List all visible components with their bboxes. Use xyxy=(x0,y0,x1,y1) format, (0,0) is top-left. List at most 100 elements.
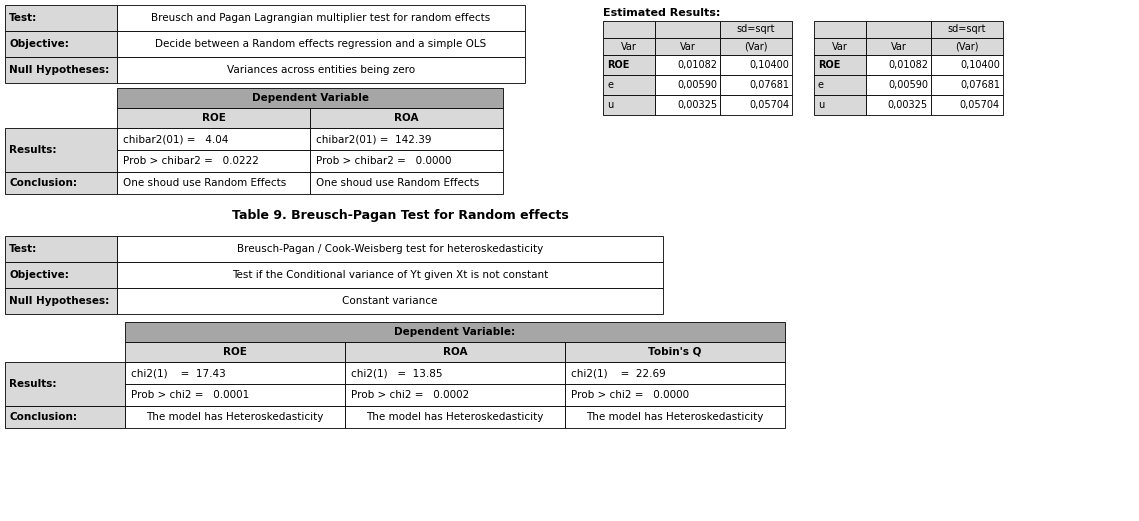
Bar xyxy=(345,406,565,428)
Text: 0,05704: 0,05704 xyxy=(748,100,789,110)
Bar xyxy=(5,57,117,83)
Bar xyxy=(603,38,655,55)
Text: One shoud use Random Effects: One shoud use Random Effects xyxy=(123,178,286,188)
Text: Prob > chi2 =   0.0001: Prob > chi2 = 0.0001 xyxy=(131,390,249,400)
Bar xyxy=(310,128,503,150)
Text: 0,00590: 0,00590 xyxy=(677,80,716,90)
Bar xyxy=(345,384,565,406)
Bar xyxy=(931,95,1003,115)
Bar xyxy=(603,55,655,75)
Text: u: u xyxy=(607,100,613,110)
Bar xyxy=(117,88,503,108)
Text: 0,00590: 0,00590 xyxy=(888,80,928,90)
Text: Null Hypotheses:: Null Hypotheses: xyxy=(9,65,109,75)
Text: Dependent Variable: Dependent Variable xyxy=(252,93,369,103)
Text: chibar2(01) =   4.04: chibar2(01) = 4.04 xyxy=(123,134,229,144)
Bar xyxy=(5,262,117,288)
Bar xyxy=(125,342,345,362)
Bar xyxy=(125,384,345,406)
Bar xyxy=(720,21,792,38)
Bar xyxy=(310,108,503,128)
Text: 0,07681: 0,07681 xyxy=(960,80,1000,90)
Bar xyxy=(117,262,663,288)
Bar xyxy=(814,75,866,95)
Text: (Var): (Var) xyxy=(956,42,978,52)
Text: 0,01082: 0,01082 xyxy=(888,60,928,70)
Text: Var: Var xyxy=(833,42,847,52)
Bar xyxy=(814,21,866,38)
Bar xyxy=(5,5,117,31)
Text: The model has Heteroskedasticity: The model has Heteroskedasticity xyxy=(367,412,543,422)
Bar xyxy=(5,172,117,194)
Bar xyxy=(117,108,310,128)
Text: Conclusion:: Conclusion: xyxy=(9,412,77,422)
Bar xyxy=(603,21,655,38)
Bar xyxy=(720,95,792,115)
Text: Objective:: Objective: xyxy=(9,39,68,49)
Text: Breusch-Pagan / Cook-Weisberg test for heteroskedasticity: Breusch-Pagan / Cook-Weisberg test for h… xyxy=(237,244,543,254)
Bar xyxy=(125,322,785,342)
Text: (Var): (Var) xyxy=(744,42,768,52)
Text: 0,10400: 0,10400 xyxy=(960,60,1000,70)
Bar xyxy=(117,5,525,31)
Bar xyxy=(931,21,1003,38)
Bar xyxy=(931,55,1003,75)
Text: 0,00325: 0,00325 xyxy=(677,100,716,110)
Text: Decide between a Random effects regression and a simple OLS: Decide between a Random effects regressi… xyxy=(155,39,486,49)
Text: chi2(1)    =  17.43: chi2(1) = 17.43 xyxy=(131,368,226,378)
Bar xyxy=(931,38,1003,55)
Bar xyxy=(117,150,310,172)
Text: Prob > chi2 =   0.0002: Prob > chi2 = 0.0002 xyxy=(351,390,469,400)
Text: Test if the Conditional variance of Yt given Xt is not constant: Test if the Conditional variance of Yt g… xyxy=(232,270,548,280)
Text: The model has Heteroskedasticity: The model has Heteroskedasticity xyxy=(587,412,763,422)
Text: chi2(1)   =  13.85: chi2(1) = 13.85 xyxy=(351,368,442,378)
Bar xyxy=(814,38,866,55)
Text: One shoud use Random Effects: One shoud use Random Effects xyxy=(316,178,480,188)
Text: sd=sqrt: sd=sqrt xyxy=(948,24,986,34)
Bar xyxy=(117,236,663,262)
Text: sd=sqrt: sd=sqrt xyxy=(737,24,776,34)
Text: Objective:: Objective: xyxy=(9,270,68,280)
Text: ROA: ROA xyxy=(443,347,467,357)
Text: Test:: Test: xyxy=(9,13,38,23)
Text: chibar2(01) =  142.39: chibar2(01) = 142.39 xyxy=(316,134,432,144)
Text: The model has Heteroskedasticity: The model has Heteroskedasticity xyxy=(146,412,323,422)
Bar xyxy=(5,362,125,406)
Text: Conclusion:: Conclusion: xyxy=(9,178,77,188)
Text: ROA: ROA xyxy=(394,113,419,123)
Text: Variances across entities being zero: Variances across entities being zero xyxy=(227,65,415,75)
Bar xyxy=(117,57,525,83)
Bar xyxy=(655,21,720,38)
Text: Constant variance: Constant variance xyxy=(343,296,437,306)
Text: 0,00325: 0,00325 xyxy=(888,100,928,110)
Text: Dependent Variable:: Dependent Variable: xyxy=(394,327,516,337)
Bar xyxy=(814,55,866,75)
Text: e: e xyxy=(818,80,823,90)
Text: Null Hypotheses:: Null Hypotheses: xyxy=(9,296,109,306)
Bar xyxy=(5,31,117,57)
Text: Prob > chi2 =   0.0000: Prob > chi2 = 0.0000 xyxy=(571,390,689,400)
Text: Var: Var xyxy=(680,42,696,52)
Text: Prob > chibar2 =   0.0000: Prob > chibar2 = 0.0000 xyxy=(316,156,451,166)
Text: Table 9. Breusch-Pagan Test for Random effects: Table 9. Breusch-Pagan Test for Random e… xyxy=(231,209,568,222)
Text: 0,07681: 0,07681 xyxy=(749,80,789,90)
Bar xyxy=(310,150,503,172)
Text: Var: Var xyxy=(891,42,907,52)
Text: u: u xyxy=(818,100,825,110)
Bar xyxy=(565,362,785,384)
Bar xyxy=(565,384,785,406)
Text: Prob > chibar2 =   0.0222: Prob > chibar2 = 0.0222 xyxy=(123,156,259,166)
Bar xyxy=(5,288,117,314)
Bar xyxy=(720,55,792,75)
Bar xyxy=(720,38,792,55)
Text: e: e xyxy=(607,80,613,90)
Text: Breusch and Pagan Lagrangian multiplier test for random effects: Breusch and Pagan Lagrangian multiplier … xyxy=(151,13,491,23)
Bar xyxy=(5,406,125,428)
Text: Test:: Test: xyxy=(9,244,38,254)
Bar xyxy=(310,172,503,194)
Bar xyxy=(345,362,565,384)
Bar xyxy=(655,75,720,95)
Bar xyxy=(117,128,310,150)
Bar xyxy=(5,236,117,262)
Text: Estimated Results:: Estimated Results: xyxy=(603,8,720,18)
